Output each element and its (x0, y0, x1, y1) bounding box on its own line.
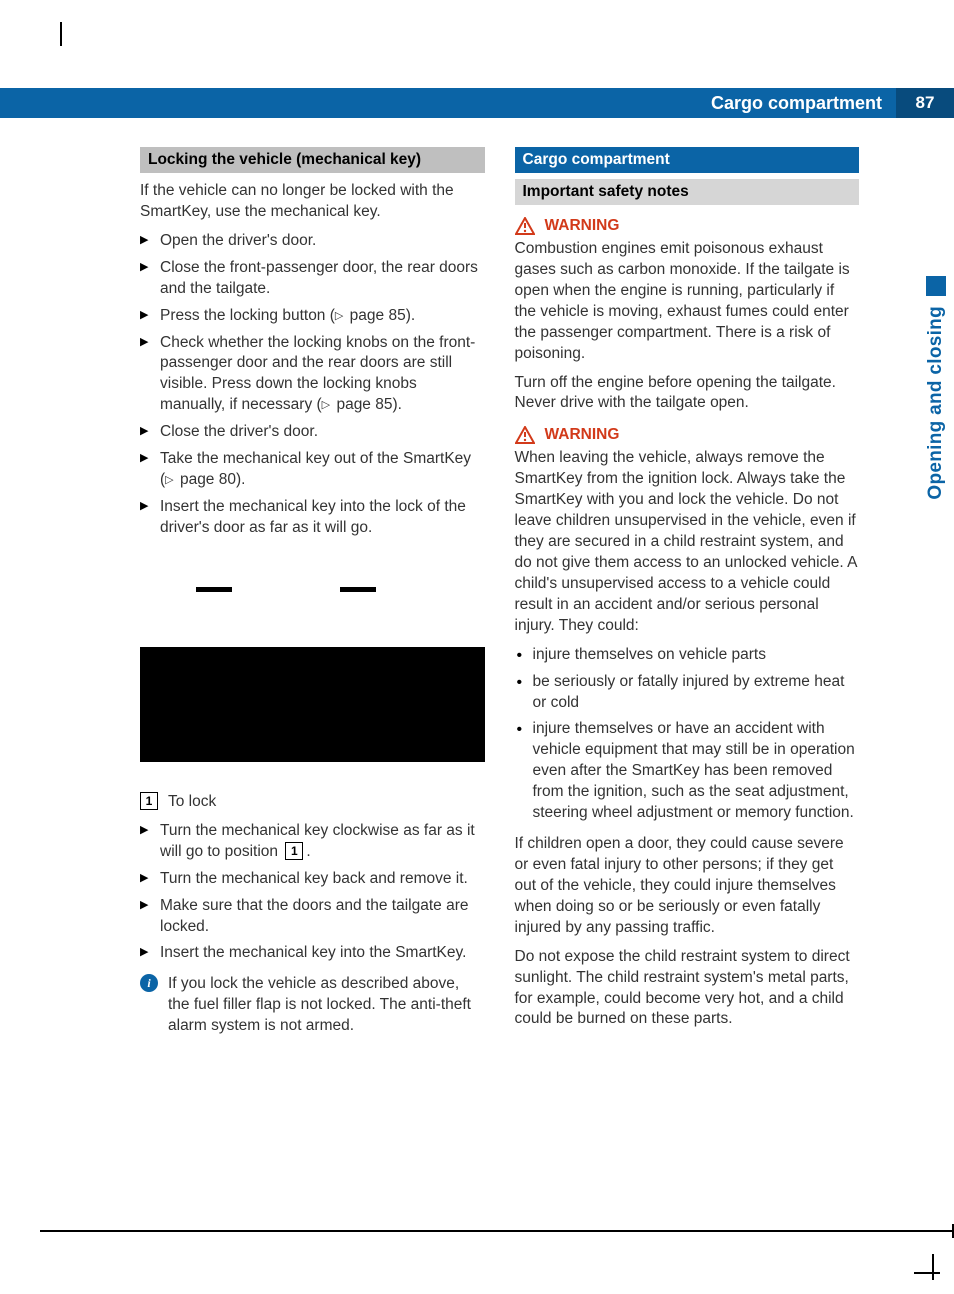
right-subheading: Important safety notes (515, 179, 860, 205)
warning-heading: WARNING (515, 426, 860, 444)
list-item: Insert the mechanical key into the lock … (140, 497, 485, 539)
list-item: Close the front-passenger door, the rear… (140, 258, 485, 300)
list-item: Insert the mechanical key into the Smart… (140, 943, 485, 964)
inline-legend-number: 1 (285, 842, 303, 860)
list-item: be seriously or fatally injured by extre… (515, 672, 860, 714)
list-item: Open the driver's door. (140, 231, 485, 252)
warning-paragraph: Combustion engines emit poisonous exhaus… (515, 239, 860, 365)
lock-diagram (140, 587, 485, 787)
page-number: 87 (896, 88, 954, 118)
warning-label: WARNING (545, 217, 620, 235)
right-column: Cargo compartment Important safety notes… (515, 147, 860, 1214)
warning-heading: WARNING (515, 217, 860, 235)
info-text: If you lock the vehicle as described abo… (168, 974, 485, 1037)
intro-paragraph: If the vehicle can no longer be locked w… (140, 181, 485, 223)
info-note: i If you lock the vehicle as described a… (140, 974, 485, 1037)
crop-mark (894, 1234, 934, 1274)
warning-icon (515, 217, 535, 235)
list-item: Make sure that the doors and the tailgat… (140, 896, 485, 938)
list-item: Check whether the locking knobs on the f… (140, 333, 485, 417)
page-body: Locking the vehicle (mechanical key) If … (140, 147, 859, 1214)
warning-paragraph: Do not expose the child restraint system… (515, 947, 860, 1031)
warning-paragraph: Turn off the engine before opening the t… (515, 373, 860, 415)
list-item: injure themselves or have an accident wi… (515, 719, 860, 824)
warning-bullet-list: injure themselves on vehicle parts be se… (515, 645, 860, 824)
list-item: Close the driver's door. (140, 422, 485, 443)
right-heading: Cargo compartment (515, 147, 860, 173)
left-heading: Locking the vehicle (mechanical key) (140, 147, 485, 173)
page-ref (322, 396, 332, 413)
list-item: Turn the mechanical key back and remove … (140, 869, 485, 890)
list-item: Press the locking button ( page 85). (140, 306, 485, 327)
step-list-2: Turn the mechanical key clockwise as far… (140, 821, 485, 965)
list-item: Turn the mechanical key clockwise as far… (140, 821, 485, 863)
warning-paragraph: If children open a door, they could caus… (515, 834, 860, 939)
warning-label: WARNING (545, 426, 620, 444)
left-column: Locking the vehicle (mechanical key) If … (140, 147, 485, 1214)
legend-text: To lock (168, 793, 216, 811)
footer-rule (40, 1230, 954, 1232)
warning-icon (515, 426, 535, 444)
page-ref (165, 471, 175, 488)
page-ref (335, 307, 345, 324)
side-tab-label: Opening and closing (925, 306, 947, 500)
page-section-title: Cargo compartment (711, 93, 896, 114)
info-icon: i (140, 974, 158, 992)
warning-paragraph: When leaving the vehicle, always remove … (515, 448, 860, 636)
page-header: Cargo compartment 87 (0, 88, 954, 118)
side-tab-marker (926, 276, 946, 296)
list-item: Take the mechanical key out of the Smart… (140, 449, 485, 491)
legend-number: 1 (140, 792, 158, 810)
step-list-1: Open the driver's door. Close the front-… (140, 231, 485, 539)
crop-mark (60, 22, 62, 46)
list-item: injure themselves on vehicle parts (515, 645, 860, 666)
side-tab: Opening and closing (918, 276, 954, 556)
diagram-legend: 1 To lock (140, 793, 485, 811)
